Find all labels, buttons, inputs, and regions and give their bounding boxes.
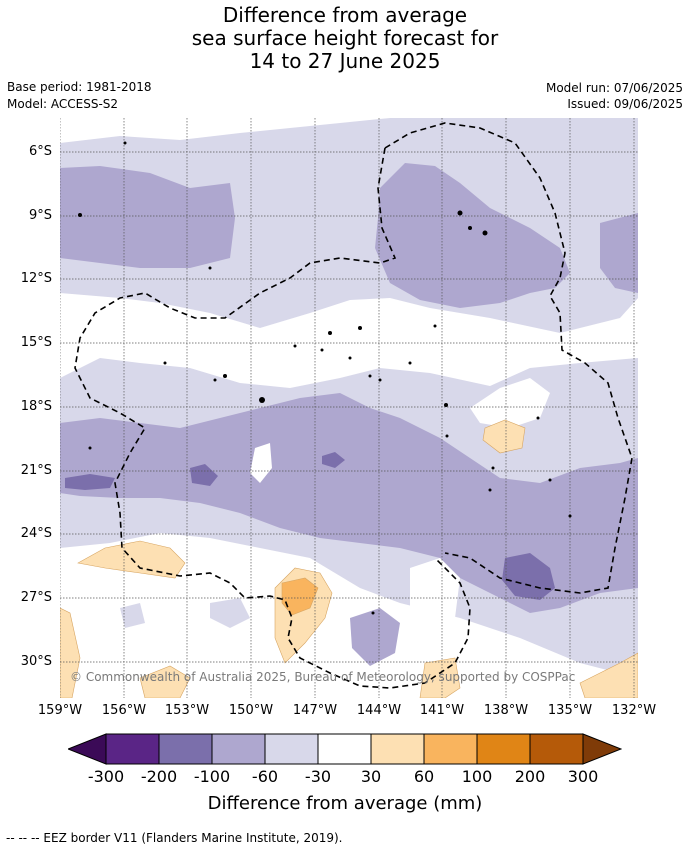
lat-tick-21s: 21°S [20,463,52,478]
colorbar-label-plus-100: 100 [461,767,493,786]
lon-tick-150w: 150°W [228,703,274,718]
colorbar-extend-low [68,733,107,765]
lat-tick-18s: 18°S [20,399,52,414]
lat-tick-30s: 30°S [20,654,52,669]
lon-tick-138w: 138°W [483,703,529,718]
sea-surface-height-map [60,118,638,698]
lon-tick-144w: 144°W [356,703,402,718]
copyright-notice: © Commonwealth of Australia 2025, Bureau… [70,670,576,684]
colorbar-label-plus-60: 60 [413,767,435,786]
lon-tick-153w: 153°W [164,703,210,718]
graticule [60,118,638,698]
base-period: Base period: 1981-2018 [7,80,152,94]
colorbar-cell-plus-100-200 [476,733,531,765]
colorbar-cell-plus-30-60 [370,733,425,765]
lat-tick-15s: 15°S [20,335,52,350]
colorbar-cell-minus-200-300 [105,733,160,765]
islands [78,141,572,615]
colorbar-title: Difference from average (mm) [207,793,483,814]
lon-tick-147w: 147°W [292,703,338,718]
lon-tick-141w: 141°W [419,703,465,718]
colorbar [68,733,622,765]
lat-tick-6s: 6°S [28,144,52,159]
colorbar-cell-minus-30-60 [264,733,319,765]
lat-tick-9s: 9°S [28,208,52,223]
lat-tick-24s: 24°S [20,526,52,541]
colorbar-label-plus-300: 300 [567,767,599,786]
colorbar-label-minus-100: -100 [193,767,231,786]
colorbar-extend-high [582,733,622,765]
lon-tick-135w: 135°W [547,703,593,718]
map-title-line-2: sea surface height forecast for [191,26,499,50]
issued-date: Issued: 09/06/2025 [567,97,683,111]
colorbar-label-minus-200: -200 [140,767,178,786]
map-title-line-3: 14 to 27 June 2025 [249,49,441,73]
anomaly-band-plus-60-to-plus-100 [281,577,319,616]
colorbar-label-plus-200: 200 [514,767,546,786]
lon-tick-132w: 132°W [611,703,657,718]
anomaly-band-minus-100-to-minus-200 [65,452,555,600]
lon-tick-156w: 156°W [101,703,147,718]
colorbar-cell-plus-60-100 [423,733,478,765]
colorbar-cell-minus-100-200 [158,733,213,765]
lon-tick-159w: 159°W [37,703,83,718]
lat-tick-12s: 12°S [20,271,52,286]
colorbar-cell-plus-200-300 [529,733,584,765]
colorbar-label-minus-300: -300 [87,767,125,786]
colorbar-label-minus-30: -30 [304,767,332,786]
anomaly-band-minus-60-to-minus-100 [60,163,638,666]
model-run: Model run: 07/06/2025 [545,81,683,95]
colorbar-cell-minus-60-100 [211,733,266,765]
colorbar-cell-neutral [317,733,372,765]
colorbar-label-minus-60: -60 [251,767,279,786]
map-title-line-1: Difference from average [222,3,468,27]
model-name: Model: ACCESS-S2 [7,97,119,111]
lat-tick-27s: 27°S [20,590,52,605]
colorbar-label-plus-30: 30 [360,767,382,786]
eez-legend-note: -- -- -- EEZ border V11 (Flanders Marine… [6,831,343,845]
eez-borders [74,122,633,689]
